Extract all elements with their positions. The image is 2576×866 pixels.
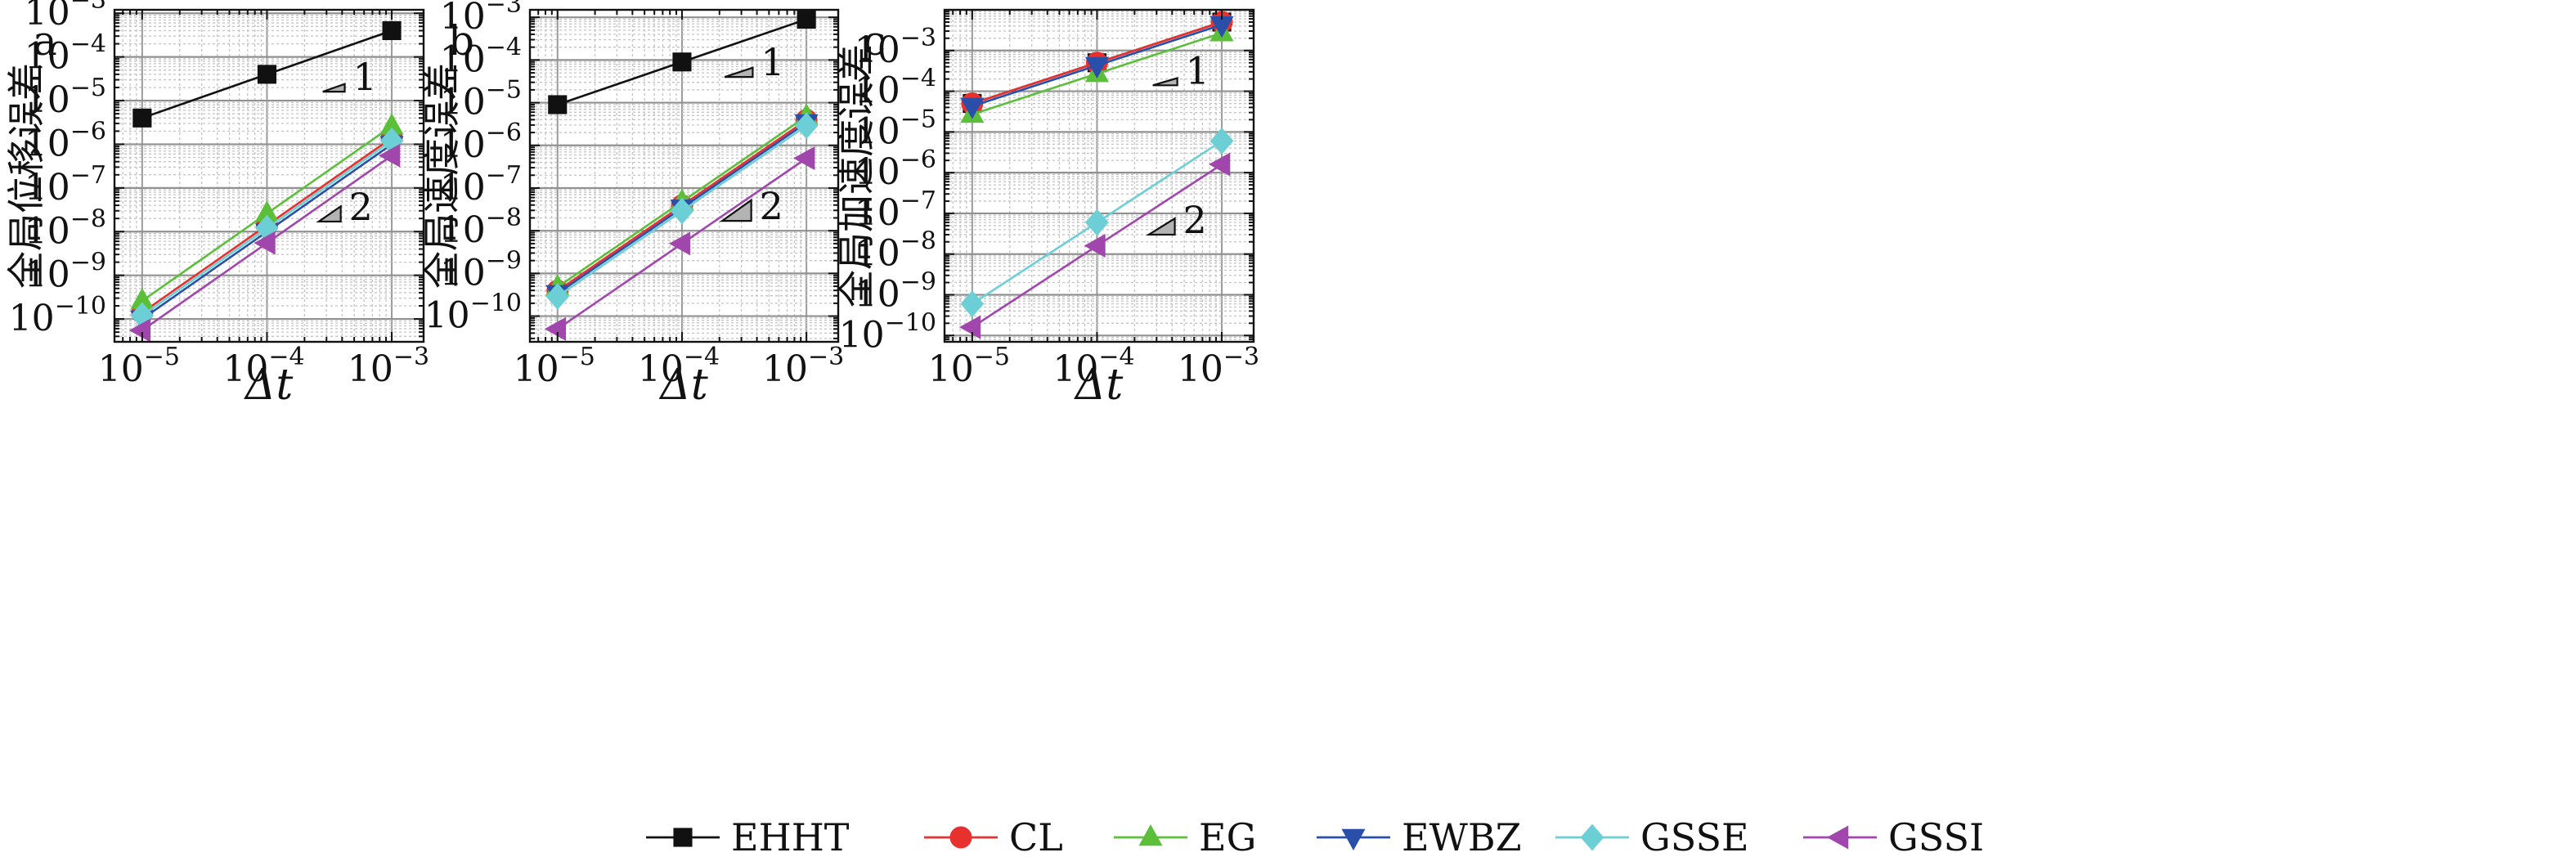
y-tick-label: 10−5 <box>25 74 106 121</box>
slope-triangle-1 <box>1152 77 1178 87</box>
plot-frame <box>113 8 425 343</box>
data-point-ewbz-1 <box>1084 56 1109 79</box>
slope-label-2: 2 <box>1183 198 1207 242</box>
data-point-gssi-2 <box>793 146 815 170</box>
data-point-ehht-0 <box>548 95 568 114</box>
slope-label-1: 1 <box>353 55 377 99</box>
y-tick-label: 10−6 <box>855 146 936 193</box>
legend-item-gssi: GSSI <box>1803 815 1984 859</box>
y-tick-label: 10−4 <box>25 30 106 78</box>
legend-marker-ewbz <box>1341 828 1366 850</box>
x-tick-label: 10−3 <box>762 343 844 390</box>
y-axis-label: 全局速度误差 <box>420 63 464 289</box>
data-point-ehht-0 <box>132 108 152 128</box>
legend-label: EG <box>1199 815 1256 859</box>
y-tick-label: 10−10 <box>839 308 936 356</box>
x-tick-label: 10−5 <box>514 343 595 390</box>
data-point-ehht-2 <box>382 20 402 41</box>
panel-label: b <box>448 17 474 65</box>
legend-marker-eg <box>1138 824 1163 846</box>
data-point-gsse-1 <box>1085 209 1109 236</box>
x-tick-label: 10−3 <box>348 343 429 390</box>
data-point-gssi-0 <box>128 318 151 342</box>
x-axis-label: Δt <box>1074 361 1124 410</box>
data-point-gssi-0 <box>544 316 567 341</box>
panel-label: a <box>33 17 57 65</box>
legend-label: GSSE <box>1640 815 1749 859</box>
grid <box>114 10 424 342</box>
data-point-gsse-0 <box>545 283 570 310</box>
data-point-gssi-1 <box>668 231 691 256</box>
data-point-ehht-1 <box>257 65 276 84</box>
y-tick-label: 10−4 <box>855 65 936 112</box>
legend-item-gsse: GSSE <box>1555 815 1749 859</box>
x-tick-label: 10−5 <box>928 343 1010 390</box>
y-axis-label: 全局位移误差 <box>4 63 48 289</box>
data-point-gssi-1 <box>1084 234 1106 258</box>
legend-item-ehht: EHHT <box>646 815 850 859</box>
legend-label: GSSI <box>1888 815 1984 859</box>
series-group <box>544 10 819 341</box>
y-tick-label: 10−8 <box>25 204 106 252</box>
x-axis-label: Δt <box>658 361 708 410</box>
data-point-gsse-2 <box>794 112 819 140</box>
y-tick-label: 10−10 <box>9 292 106 339</box>
x-tick-label: 10−4 <box>222 343 304 390</box>
slope-triangle-2 <box>719 198 752 222</box>
data-point-gsse-1 <box>670 197 694 225</box>
panel-label: c <box>863 17 886 65</box>
legend-item-eg: EG <box>1114 815 1256 859</box>
y-tick-label: 10−3 <box>855 24 936 71</box>
y-tick-label: 10−10 <box>424 289 522 337</box>
data-point-ewbz-0 <box>960 97 985 119</box>
slope-triangle-2 <box>1145 217 1176 236</box>
data-point-gssi-2 <box>1209 152 1231 177</box>
slope-label-1: 1 <box>1186 48 1209 92</box>
x-tick-label: 10−3 <box>1178 343 1259 390</box>
slope-label-2: 2 <box>349 185 373 229</box>
y-axis-label: 全局加速度误差 <box>834 44 878 307</box>
legend-item-cl: CL <box>924 815 1063 859</box>
data-point-gssi-0 <box>958 315 981 339</box>
legend-item-ewbz: EWBZ <box>1317 815 1522 859</box>
slope-triangle-2 <box>316 204 342 223</box>
legend-label: CL <box>1009 815 1063 859</box>
slope-triangle-1 <box>322 83 346 93</box>
series-group <box>958 11 1234 339</box>
data-point-gsse-2 <box>1209 128 1234 155</box>
legend-label: EWBZ <box>1402 815 1522 859</box>
legend: EHHT CL EG EWBZ GSSE GSSI <box>646 815 1984 859</box>
data-point-gssi-2 <box>379 143 401 168</box>
slope-label-1: 1 <box>761 40 784 84</box>
legend-label: EHHT <box>731 815 850 859</box>
slope-triangle-1 <box>724 66 754 79</box>
slope-label-2: 2 <box>760 184 783 228</box>
series-group <box>128 20 404 342</box>
legend-marker-gssi <box>1827 825 1849 850</box>
x-axis-label: Δt <box>244 361 294 410</box>
data-point-ehht-1 <box>672 52 692 72</box>
legend-marker-ehht <box>673 828 693 847</box>
data-point-gssi-1 <box>254 231 276 255</box>
legend-marker-gsse <box>1580 823 1604 851</box>
y-tick-label: 10−6 <box>25 117 106 164</box>
legend-marker-cl <box>949 826 972 849</box>
data-point-gsse-0 <box>960 290 985 317</box>
x-tick-label: 10−5 <box>98 343 180 390</box>
